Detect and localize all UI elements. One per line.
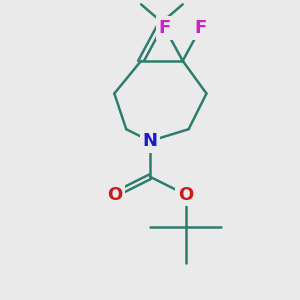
- Text: F: F: [159, 19, 171, 37]
- Text: O: O: [178, 186, 193, 204]
- Text: N: N: [142, 132, 158, 150]
- Text: F: F: [194, 19, 207, 37]
- Text: O: O: [107, 186, 122, 204]
